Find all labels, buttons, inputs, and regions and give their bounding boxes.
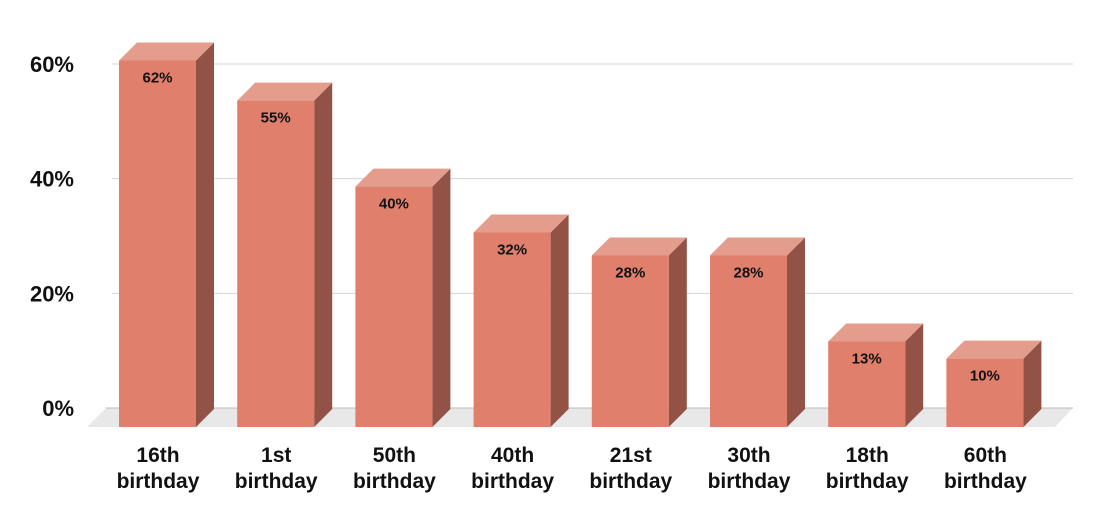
x-tick-label-line: 60th [964, 444, 1007, 467]
bar-side-face [668, 237, 687, 427]
bar-front-face [237, 100, 315, 428]
x-tick-label: 18th birthday [826, 444, 909, 493]
bar-side-face [1023, 340, 1042, 427]
bar [946, 340, 1042, 427]
bar-side-face [196, 42, 214, 428]
bar-front-face [355, 186, 433, 427]
chart-floor [87, 408, 1073, 427]
bar-side-face [550, 214, 569, 427]
x-tick-label: 16th birthday [117, 444, 200, 493]
x-tick-label-line: birthday [471, 470, 554, 493]
x-tick-label-line: 16th [136, 444, 179, 467]
x-tick-label-line: birthday [117, 470, 200, 493]
bar-front-face [946, 358, 1024, 427]
x-tick-label-line: 18th [846, 444, 889, 467]
data-label: 13% [852, 350, 882, 367]
x-tick-label: 30th birthday [708, 444, 791, 493]
bar-front-face [710, 255, 787, 427]
data-label: 40% [379, 196, 409, 213]
bar [591, 237, 687, 427]
data-label: 28% [615, 264, 645, 281]
bar [473, 214, 569, 427]
data-label: 32% [497, 242, 527, 259]
x-tick-label: 21st birthday [589, 444, 672, 493]
x-tick-label: 1st birthday [235, 444, 318, 493]
bar-side-face [314, 82, 333, 428]
bar-front-face [591, 255, 669, 427]
data-label: 62% [142, 70, 172, 87]
x-tick-label: 40th birthday [471, 444, 554, 493]
x-tick-label-line: birthday [235, 470, 318, 493]
bar-front-face [119, 60, 196, 428]
x-tick-label: 50th birthday [353, 444, 436, 493]
bar [355, 168, 451, 427]
bar-top-face [946, 340, 1042, 359]
x-tick-label-line: 21st [610, 444, 652, 467]
x-tick-label-line: birthday [944, 470, 1027, 493]
x-tick-label-line: birthday [353, 470, 436, 493]
x-tick-label-line: birthday [589, 470, 672, 493]
x-tick-label-line: 30th [727, 444, 770, 467]
bar-top-face [828, 323, 924, 342]
y-tick-label: 0% [42, 396, 74, 421]
bar-side-face [432, 168, 451, 427]
x-tick-label: 60th birthday [944, 444, 1027, 493]
x-tick-label-line: 1st [261, 444, 291, 467]
data-label: 28% [733, 264, 763, 281]
data-label: 55% [261, 110, 291, 127]
y-tick-label: 60% [30, 52, 74, 77]
y-tick-label: 20% [30, 281, 74, 306]
bar [828, 323, 924, 427]
y-tick-label: 40% [30, 167, 74, 192]
bar-side-face [787, 237, 805, 427]
x-tick-label-line: birthday [708, 470, 791, 493]
bar [710, 237, 805, 427]
x-tick-label-line: 40th [491, 444, 534, 467]
bar-top-face [355, 168, 451, 187]
x-tick-label-line: 50th [373, 444, 416, 467]
bar-top-face [119, 42, 214, 61]
bar [119, 42, 214, 428]
x-tick-label-line: birthday [826, 470, 909, 493]
bar-front-face [473, 232, 551, 427]
bar-top-face [237, 82, 333, 101]
bar-front-face [828, 341, 906, 427]
bar-top-face [710, 237, 805, 256]
bar-top-face [473, 214, 569, 233]
data-label: 10% [970, 368, 1000, 385]
bar [237, 82, 333, 428]
bar-top-face [591, 237, 687, 256]
bar-side-face [905, 323, 924, 427]
